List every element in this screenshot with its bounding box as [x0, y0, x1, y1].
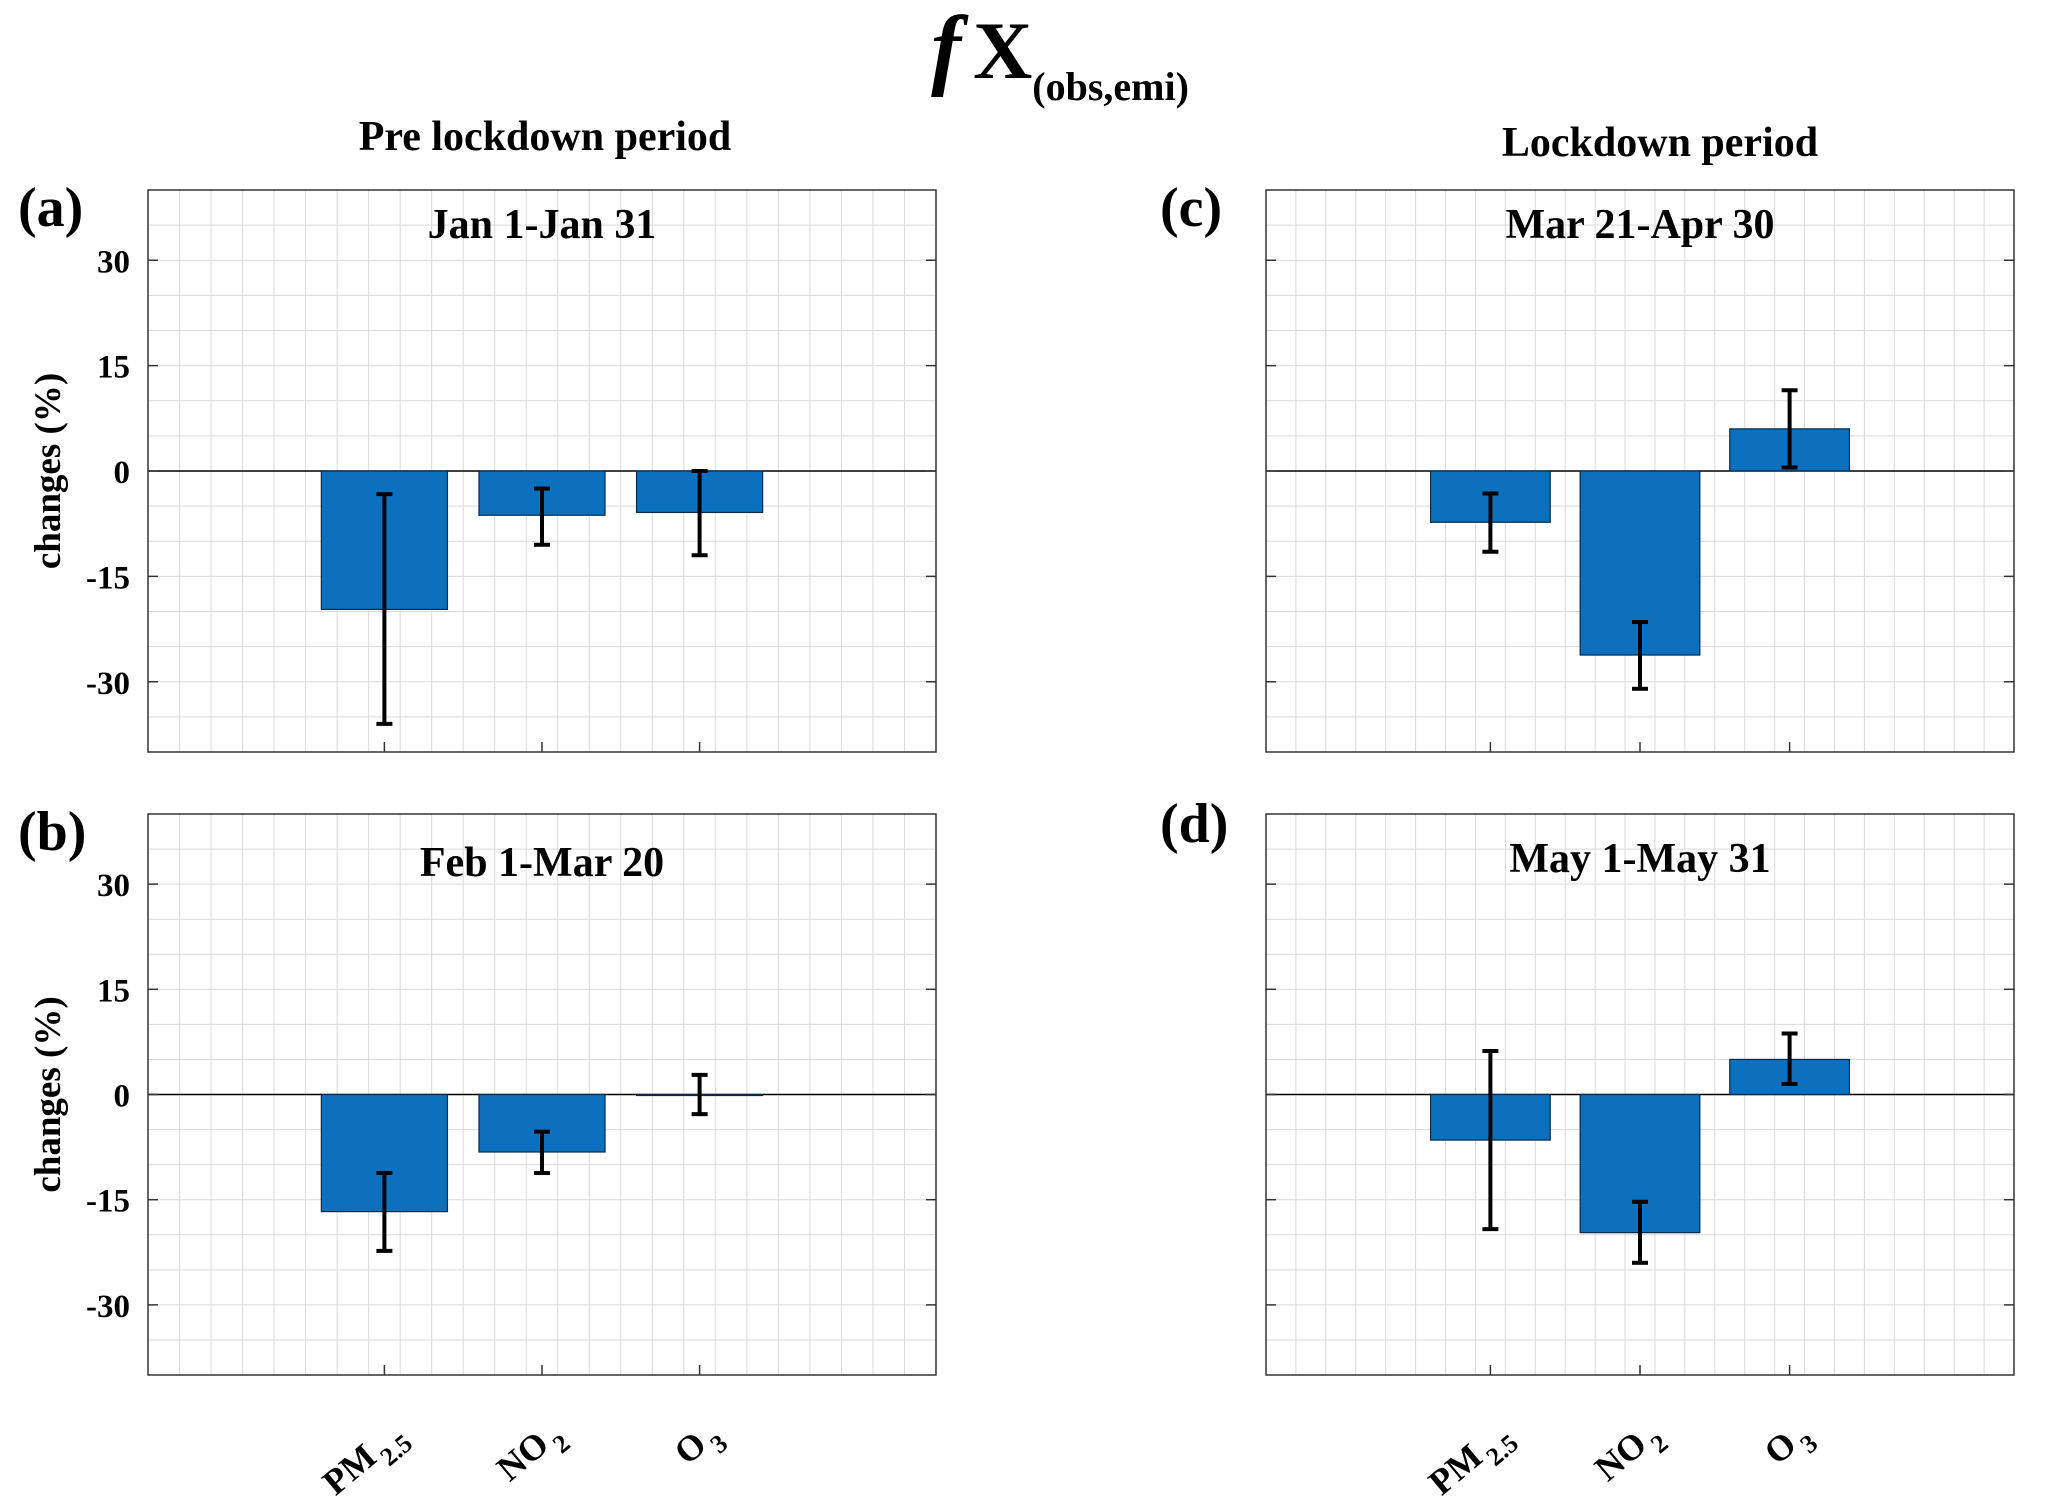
category-main: PM [315, 1436, 384, 1503]
category-main: O [1757, 1423, 1804, 1472]
y-tick-label: -30 [86, 1289, 130, 1325]
panel-letter: (b) [18, 801, 86, 863]
panels: 30 15 0 -15 -30 changes (%) Jan 1-Jan 31 (a) 30 1… [18, 177, 2015, 1510]
panel-title: Jan 1-Jan 31 [428, 202, 657, 248]
category-main: NO [489, 1423, 556, 1488]
category-main: NO [1587, 1423, 1654, 1488]
panel-b: 30 15 0 -15 -30 changes (%) Feb 1-Mar 20 (b) PM2… [18, 801, 937, 1510]
panel-title: May 1-May 31 [1509, 836, 1770, 882]
y-tick-label: 30 [97, 868, 130, 904]
x-category-label: NO2 [489, 1412, 576, 1496]
x-category-label: PM2.5 [315, 1412, 418, 1510]
x-category-label: O3 [667, 1412, 734, 1479]
figure-title: f X(obs,emi) [931, 0, 1189, 109]
panel-c: Mar 21-Apr 30 (c) [1160, 177, 2015, 753]
y-tick-label: 0 [114, 1079, 131, 1115]
y-tick-label: -15 [86, 560, 130, 596]
y-axis-label: changes (%) [28, 373, 69, 569]
y-tick-label: -30 [86, 666, 130, 702]
y-tick-label: 15 [97, 350, 130, 386]
y-axis-label: changes (%) [28, 996, 69, 1192]
title-subscript: (obs,emi) [1032, 64, 1189, 109]
panel-letter: (a) [18, 177, 83, 239]
panel-letter: (d) [1160, 793, 1228, 855]
panel-title: Feb 1-Mar 20 [420, 840, 664, 886]
panel-a: 30 15 0 -15 -30 changes (%) Jan 1-Jan 31 (a) [18, 177, 937, 753]
column-title-lockdown: Lockdown period [1502, 120, 1818, 166]
y-tick-label: -15 [86, 1184, 130, 1220]
category-main: O [667, 1423, 714, 1472]
column-title-pre: Pre lockdown period [359, 114, 732, 160]
y-tick-label: 0 [114, 455, 131, 491]
x-category-label: PM2.5 [1421, 1412, 1524, 1510]
y-tick-label: 30 [97, 244, 130, 280]
title-main: X [973, 5, 1032, 96]
panel-letter: (c) [1160, 177, 1222, 239]
category-main: PM [1421, 1436, 1490, 1503]
panel-d: May 1-May 31 (d) PM2.5 NO2 O3 [1160, 793, 2015, 1510]
panel-title: Mar 21-Apr 30 [1505, 202, 1774, 248]
title-symbol: f [931, 0, 969, 98]
x-category-label: NO2 [1587, 1412, 1674, 1496]
y-tick-label: 15 [97, 973, 130, 1009]
x-category-label: O3 [1757, 1412, 1824, 1479]
